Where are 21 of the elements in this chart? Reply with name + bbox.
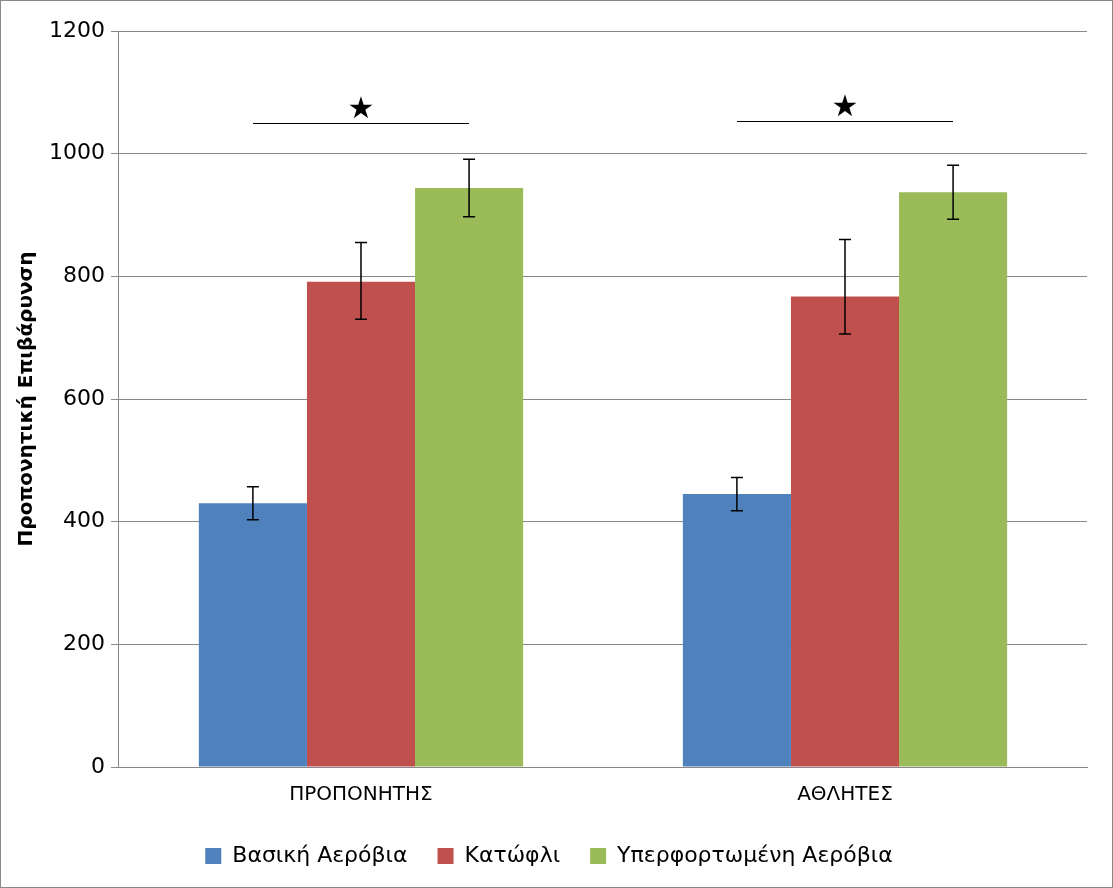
bar <box>899 192 1008 767</box>
y-tick-label: 0 <box>90 752 105 778</box>
y-tick-label: 1000 <box>48 139 105 165</box>
legend-label: Βασική Αερόβια <box>232 841 408 867</box>
bar <box>790 296 900 767</box>
bar <box>306 281 416 767</box>
y-tick-label: 400 <box>62 507 105 533</box>
y-tick-label: 1200 <box>48 16 105 42</box>
annotation: ★ <box>347 89 375 125</box>
legend-label: Κατώφλι <box>464 841 561 867</box>
annotation: ★ <box>831 88 859 124</box>
bar <box>198 503 307 767</box>
bar <box>415 188 524 767</box>
y-axis-title: Προπονητική Επιβάρυνση <box>13 251 38 547</box>
y-tick-label: 600 <box>62 384 105 410</box>
x-tick-label: ΠΡΟΠΟΝΗΤΗΣ <box>289 781 433 806</box>
y-tick-label: 200 <box>62 630 105 656</box>
bar <box>682 494 791 767</box>
legend-label: Υπερφορτωμένη Αερόβια <box>616 841 893 867</box>
y-tick-label: 800 <box>62 262 105 288</box>
x-tick-label: ΑΘΛΗΤΕΣ <box>797 781 893 806</box>
